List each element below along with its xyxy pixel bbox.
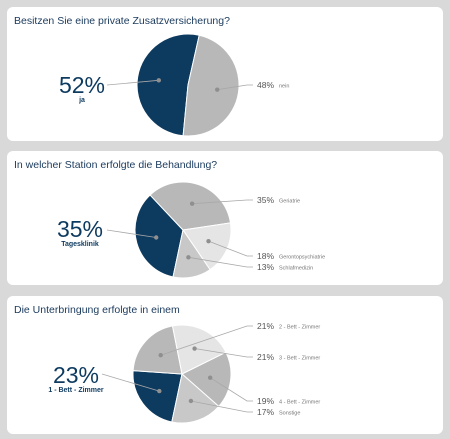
pie-slice — [134, 194, 184, 278]
slice-category-label: Schlafmedizin — [279, 266, 313, 272]
highlight-percent: 23% — [52, 362, 100, 388]
leader-line — [101, 373, 160, 392]
leader-dot — [188, 398, 194, 404]
slice-percent-label: 21% — [257, 352, 274, 362]
highlight-label: 1 - Bett - Zimmer — [48, 387, 104, 394]
leader-line — [106, 79, 159, 86]
pie-chart: 21% 2 - Bett - Zimmer 21% 3 - Bett - Zimmer… — [101, 321, 320, 424]
highlight-percent: 35% — [56, 216, 104, 242]
chart-panel-1: Besitzen Sie eine private Zusatzversiche… — [7, 7, 443, 141]
chart-panel-3: Die Unterbringung erfolgte in einem 21% 2… — [7, 296, 443, 434]
leader-line — [106, 229, 157, 238]
slice-category-label: 4 - Bett - Zimmer — [279, 400, 320, 406]
highlight-value: 35% Tagesklinik — [45, 217, 115, 248]
slice-category-label: Geriatrie — [279, 199, 300, 205]
leader-dot — [157, 388, 162, 394]
chart-title: Die Unterbringung erfolgte in einem — [14, 304, 180, 316]
leader-dot — [192, 346, 197, 351]
leader-dot — [207, 375, 213, 380]
leader-dot — [206, 238, 211, 244]
chart-title: Besitzen Sie eine private Zusatzversiche… — [14, 15, 230, 27]
slice-percent-label: 21% — [257, 321, 274, 331]
slice-category-label: Sonstige — [279, 411, 300, 417]
leader-line — [188, 256, 253, 268]
slice-category-label: 3 - Bett - Zimmer — [279, 356, 320, 362]
leader-line — [160, 325, 253, 356]
leader-dot — [215, 87, 220, 92]
slice-percent-label: 19% — [257, 396, 274, 406]
highlight-value: 23% 1 - Bett - Zimmer — [41, 363, 111, 394]
leader-line — [194, 348, 253, 358]
slice-percent-label: 48% — [257, 80, 274, 90]
leader-line — [209, 377, 253, 402]
slice-category-label: nein — [279, 84, 289, 90]
pie-slice — [171, 373, 220, 424]
leader-dot — [158, 353, 163, 358]
highlight-percent: 52% — [58, 72, 106, 98]
highlight-label: Tagesklinik — [61, 241, 99, 248]
slice-percent-label: 18% — [257, 251, 274, 261]
pie-slice — [182, 34, 240, 137]
slice-percent-label: 35% — [257, 195, 274, 205]
leader-dot — [153, 235, 159, 240]
chart-panel-2: In welcher Station erfolgte die Behandlu… — [7, 151, 443, 285]
leader-dot — [186, 255, 191, 260]
chart-title: In welcher Station erfolgte die Behandlu… — [14, 159, 218, 171]
pie-chart: 48% nein — [106, 33, 289, 137]
highlight-label: ja — [79, 97, 85, 104]
slice-percent-label: 17% — [257, 407, 274, 417]
pie-chart: 35% Geriatrie 18% Gerontopsychiatrie 13% Schl… — [106, 181, 325, 279]
leader-dot — [189, 201, 195, 206]
leader-line — [190, 400, 253, 413]
pie-slice — [132, 325, 183, 375]
pie-slice — [172, 228, 211, 279]
leader-dot — [156, 78, 161, 83]
leader-line — [192, 199, 253, 205]
pie-slice — [182, 222, 232, 271]
highlight-value: 52% ja — [47, 73, 117, 104]
leader-line — [217, 84, 253, 91]
pie-slice — [136, 33, 200, 137]
pie-slice — [149, 181, 232, 231]
leader-line — [208, 240, 253, 257]
slice-category-label: Gerontopsychiatrie — [279, 255, 325, 261]
slice-percent-label: 13% — [257, 262, 274, 272]
slice-category-label: 2 - Bett - Zimmer — [279, 325, 320, 331]
pie-slice — [132, 370, 183, 423]
